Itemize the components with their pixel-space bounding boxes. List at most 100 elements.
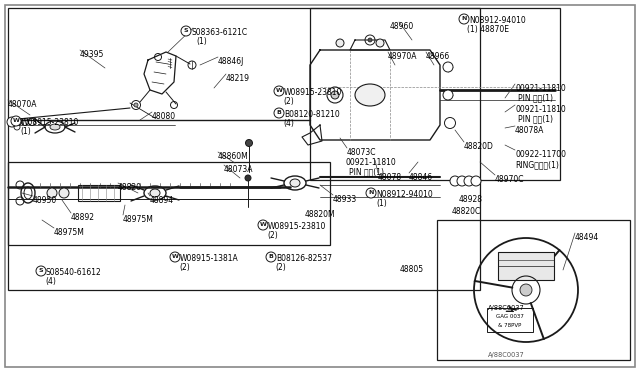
Text: 49395: 49395: [80, 50, 104, 59]
Text: 48960: 48960: [390, 22, 414, 31]
Text: 00921-11810: 00921-11810: [515, 105, 566, 114]
Text: B08120-81210: B08120-81210: [284, 110, 340, 119]
Text: 48892: 48892: [71, 213, 95, 222]
Circle shape: [376, 39, 384, 47]
Text: GAG 0037: GAG 0037: [496, 314, 524, 319]
Text: 48975M: 48975M: [123, 215, 154, 224]
Text: 48846J: 48846J: [218, 57, 244, 66]
Text: (1): (1): [196, 37, 207, 46]
Circle shape: [443, 90, 453, 100]
Text: A/88C0037: A/88C0037: [488, 352, 525, 358]
Text: 48894: 48894: [150, 196, 174, 205]
Text: 48820C: 48820C: [452, 207, 481, 216]
Circle shape: [450, 176, 460, 186]
Circle shape: [258, 220, 268, 230]
Bar: [8, 8, 480, 290]
Text: RINGリング(1): RINGリング(1): [515, 160, 559, 169]
Circle shape: [520, 284, 532, 296]
Bar: [487, 308, 533, 332]
Text: (1) 48870E: (1) 48870E: [467, 25, 509, 34]
Bar: [498, 252, 554, 280]
Circle shape: [274, 86, 284, 96]
Text: PIN ピン(1): PIN ピン(1): [518, 93, 553, 102]
Circle shape: [471, 176, 481, 186]
Text: 48846: 48846: [409, 173, 433, 182]
Circle shape: [464, 176, 474, 186]
Circle shape: [36, 266, 46, 276]
Text: N: N: [368, 190, 374, 196]
Text: N: N: [461, 16, 467, 22]
Bar: [437, 220, 630, 360]
Circle shape: [457, 176, 467, 186]
Text: (2): (2): [179, 263, 189, 272]
Circle shape: [443, 62, 453, 72]
Bar: [310, 8, 560, 180]
Text: 48970C: 48970C: [495, 175, 525, 184]
Text: 48219: 48219: [226, 74, 250, 83]
Text: 48928: 48928: [459, 195, 483, 204]
Circle shape: [170, 252, 180, 262]
Circle shape: [246, 140, 253, 147]
Ellipse shape: [150, 189, 160, 197]
Text: S08363-6121C: S08363-6121C: [191, 28, 247, 37]
Text: 48975M: 48975M: [54, 228, 85, 237]
Circle shape: [59, 188, 69, 198]
Text: 48070A: 48070A: [8, 100, 38, 109]
Text: 00922-11700: 00922-11700: [515, 150, 566, 159]
Text: 48966: 48966: [426, 52, 451, 61]
Text: W08915-23810: W08915-23810: [268, 222, 326, 231]
Text: & 78PVP: & 78PVP: [499, 323, 522, 328]
Text: 00921-11810: 00921-11810: [515, 84, 566, 93]
Text: (4): (4): [283, 119, 294, 128]
Text: S: S: [38, 269, 44, 273]
Text: S08540-61612: S08540-61612: [46, 268, 102, 277]
Text: (1): (1): [376, 199, 387, 208]
Text: W: W: [172, 254, 179, 260]
Text: (2): (2): [267, 231, 278, 240]
Text: 48970A: 48970A: [388, 52, 417, 61]
Text: B: B: [269, 254, 273, 260]
Circle shape: [459, 14, 469, 24]
Text: N08912-94010: N08912-94010: [469, 16, 525, 25]
Text: W: W: [13, 119, 19, 124]
Circle shape: [134, 103, 138, 107]
Text: 48080: 48080: [152, 112, 176, 121]
Circle shape: [7, 117, 17, 127]
Circle shape: [245, 175, 251, 181]
Text: S: S: [184, 29, 188, 33]
Text: B08126-82537: B08126-82537: [276, 254, 332, 263]
Circle shape: [274, 108, 284, 118]
Circle shape: [266, 252, 276, 262]
Ellipse shape: [50, 124, 60, 130]
Circle shape: [47, 188, 57, 198]
Text: 48494: 48494: [575, 233, 599, 242]
Text: (2): (2): [283, 97, 294, 106]
Text: PIN ピン(1): PIN ピン(1): [518, 114, 553, 123]
Text: W08915-23810: W08915-23810: [284, 88, 342, 97]
Ellipse shape: [355, 84, 385, 106]
Text: 48078A: 48078A: [515, 126, 545, 135]
Text: W08915-1381A: W08915-1381A: [180, 254, 239, 263]
Circle shape: [368, 38, 372, 42]
Text: W: W: [276, 89, 282, 93]
Text: (4): (4): [45, 277, 56, 286]
Text: W08915-23810: W08915-23810: [21, 118, 79, 127]
Text: 48860M: 48860M: [218, 152, 249, 161]
Circle shape: [181, 26, 191, 36]
Text: B: B: [276, 110, 282, 115]
Bar: [8, 162, 330, 245]
Text: (1): (1): [20, 127, 31, 136]
Circle shape: [366, 188, 376, 198]
Text: PIN ピン(1): PIN ピン(1): [349, 167, 384, 176]
Bar: [78, 185, 120, 201]
Ellipse shape: [290, 179, 300, 187]
Text: N08912-94010: N08912-94010: [376, 190, 433, 199]
Circle shape: [11, 116, 21, 126]
Text: (2): (2): [275, 263, 285, 272]
Text: 48950: 48950: [33, 196, 57, 205]
Text: 48078: 48078: [378, 173, 402, 182]
Text: 48073C: 48073C: [347, 148, 376, 157]
Text: 48820D: 48820D: [464, 142, 494, 151]
Text: 48820M: 48820M: [305, 210, 335, 219]
Text: 48073A: 48073A: [224, 165, 253, 174]
